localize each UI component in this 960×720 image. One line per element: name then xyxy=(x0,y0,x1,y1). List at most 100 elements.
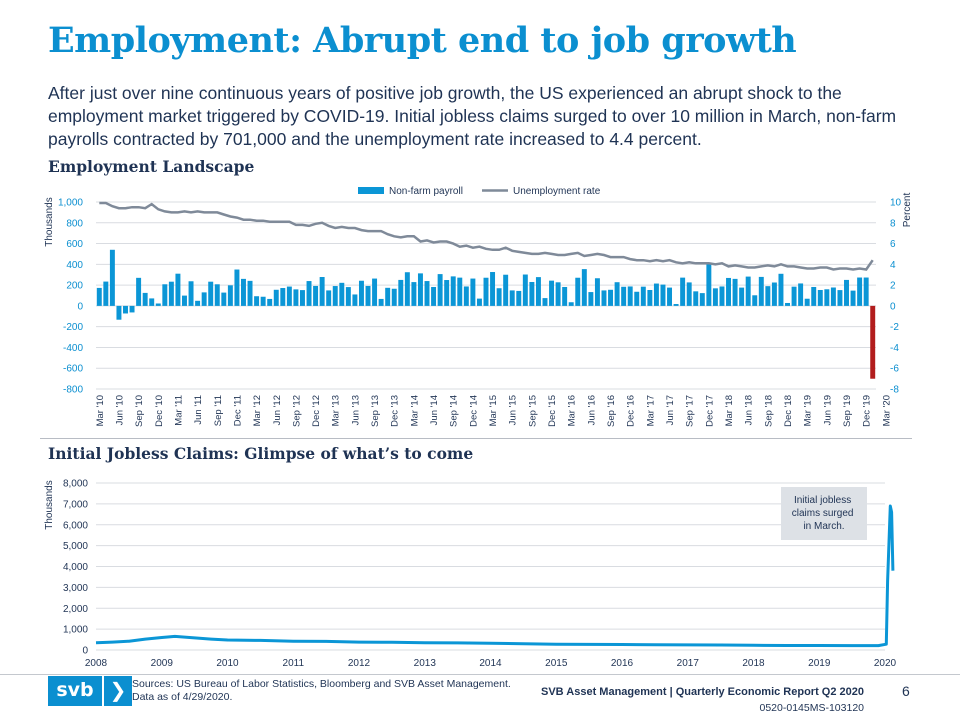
payroll-bar xyxy=(123,305,128,314)
payroll-bar xyxy=(411,282,417,306)
x-tick-label: Dec '13 xyxy=(390,395,401,427)
x-tick-label: 2009 xyxy=(151,658,174,669)
y-tick-label: 200 xyxy=(66,281,83,292)
payroll-bar xyxy=(752,295,758,306)
chart-legend: Non-farm payroll Unemployment rate xyxy=(358,186,601,197)
payroll-bar xyxy=(470,278,476,306)
payroll-bar xyxy=(286,286,292,306)
payroll-bar xyxy=(437,274,443,306)
sources-line-1: Sources: US Bureau of Labor Statistics, … xyxy=(132,678,511,690)
payroll-bar xyxy=(640,286,646,306)
payroll-bar xyxy=(136,277,142,306)
annotation-line-2: claims surged xyxy=(792,508,854,519)
logo-wordmark: svb xyxy=(48,676,102,706)
payroll-bar xyxy=(142,292,148,306)
payroll-bar xyxy=(863,277,869,306)
footer-divider xyxy=(0,674,960,675)
employment-landscape-chart: 1,000 800 600 400 200 0 -200 -400 -600 -800 10 8 6 4… xyxy=(44,186,913,427)
payroll-bar xyxy=(785,302,790,306)
payroll-bar xyxy=(345,287,351,306)
x-tick-label: Dec '11 xyxy=(232,395,243,426)
payroll-bar xyxy=(424,281,430,306)
payroll-bar xyxy=(601,290,607,306)
payroll-bar xyxy=(247,280,253,306)
x-tick-label: Jun '11 xyxy=(193,395,204,425)
payroll-bar xyxy=(398,279,404,306)
x-tick-label: Mar '13 xyxy=(331,395,342,426)
x-tick-label: Mar '14 xyxy=(409,395,420,426)
y-tick-label: 4,000 xyxy=(63,562,88,573)
y-tick-label: 7,000 xyxy=(63,499,88,510)
x-tick-label: 2015 xyxy=(545,658,568,669)
x-tick-label: 2020 xyxy=(874,658,897,669)
x-axis-ticks: Mar '10 Jun '10 Sep '10 Dec '10 Mar '11 Jun '… xyxy=(95,395,892,427)
payroll-bar xyxy=(339,282,345,306)
payroll-bar xyxy=(568,302,574,306)
payroll-bar xyxy=(201,292,207,306)
payroll-bar xyxy=(332,286,338,306)
employment-landscape-title: Employment Landscape xyxy=(48,157,255,176)
x-tick-label: Sep '13 xyxy=(370,395,381,427)
y-tick-label: 800 xyxy=(66,218,83,229)
payroll-bar xyxy=(241,278,246,306)
y-tick-label: 1,000 xyxy=(63,625,88,636)
payroll-bar xyxy=(667,287,673,306)
x-tick-label: Dec '19 xyxy=(862,395,873,427)
payroll-bar xyxy=(712,288,718,306)
payroll-bar xyxy=(634,291,640,306)
x-tick-label: 2016 xyxy=(611,658,634,669)
x-tick-label: Mar '15 xyxy=(488,395,499,426)
chevron-right-icon: ❯ xyxy=(104,676,132,706)
payroll-bar xyxy=(175,273,181,306)
x-tick-label: Sep '14 xyxy=(449,395,460,427)
payroll-bar xyxy=(575,277,581,306)
x-tick-label: 2008 xyxy=(85,658,108,669)
payroll-bar xyxy=(319,277,325,306)
payroll-bar xyxy=(824,289,830,306)
x-tick-label: 2019 xyxy=(808,658,831,669)
page-subtitle: After just over nine continuous years of… xyxy=(48,83,897,149)
payroll-bar xyxy=(221,292,227,306)
payroll-bar xyxy=(496,288,502,306)
page-number: 6 xyxy=(902,683,910,699)
y-tick-label: 0 xyxy=(82,646,88,657)
x-tick-label: Jun '15 xyxy=(508,395,519,425)
payroll-bar xyxy=(542,298,548,306)
x-tick-label: Mar '18 xyxy=(724,395,735,426)
payroll-bar xyxy=(791,286,797,306)
payroll-bar xyxy=(870,305,876,379)
payroll-bar xyxy=(614,282,620,306)
payroll-bar xyxy=(706,263,712,306)
payroll-bar xyxy=(745,276,751,306)
x-tick-label: 2018 xyxy=(742,658,765,669)
payroll-bar xyxy=(149,298,155,306)
y-tick-label: 0 xyxy=(77,301,83,312)
y-axis-ticks: 8,000 7,000 6,000 5,000 4,000 3,000 2,000 1,000… xyxy=(63,479,88,657)
y-tick-label: -600 xyxy=(63,364,83,375)
x-tick-label: Dec '15 xyxy=(547,395,558,427)
payroll-bar xyxy=(208,281,214,306)
y2-tick-label: 2 xyxy=(890,281,896,292)
payroll-bar xyxy=(450,276,456,306)
payroll-bar xyxy=(476,298,482,306)
x-tick-label: Mar '16 xyxy=(567,395,578,426)
y-tick-label: -200 xyxy=(63,322,83,333)
x-tick-label: Mar '10 xyxy=(95,395,106,426)
payroll-bar xyxy=(771,282,777,306)
payroll-bar xyxy=(417,273,423,306)
x-tick-label: 2014 xyxy=(479,658,502,669)
x-tick-label: Sep '18 xyxy=(763,395,774,427)
payroll-bar xyxy=(778,273,784,306)
x-tick-label: 2011 xyxy=(283,658,305,669)
y2-tick-label: -2 xyxy=(890,322,899,333)
y-tick-label: 3,000 xyxy=(63,583,88,594)
payroll-bar xyxy=(726,277,731,306)
payroll-bar xyxy=(739,287,745,306)
y-tick-label: 5,000 xyxy=(63,541,88,552)
payroll-bar xyxy=(522,274,528,306)
jobless-claims-chart: 8,000 7,000 6,000 5,000 4,000 3,000 2,000 1,000… xyxy=(44,479,897,670)
payroll-bar xyxy=(313,285,319,306)
payroll-bar xyxy=(227,285,233,306)
sources-note: Sources: US Bureau of Labor Statistics, … xyxy=(132,678,511,704)
payroll-bar xyxy=(358,280,364,306)
